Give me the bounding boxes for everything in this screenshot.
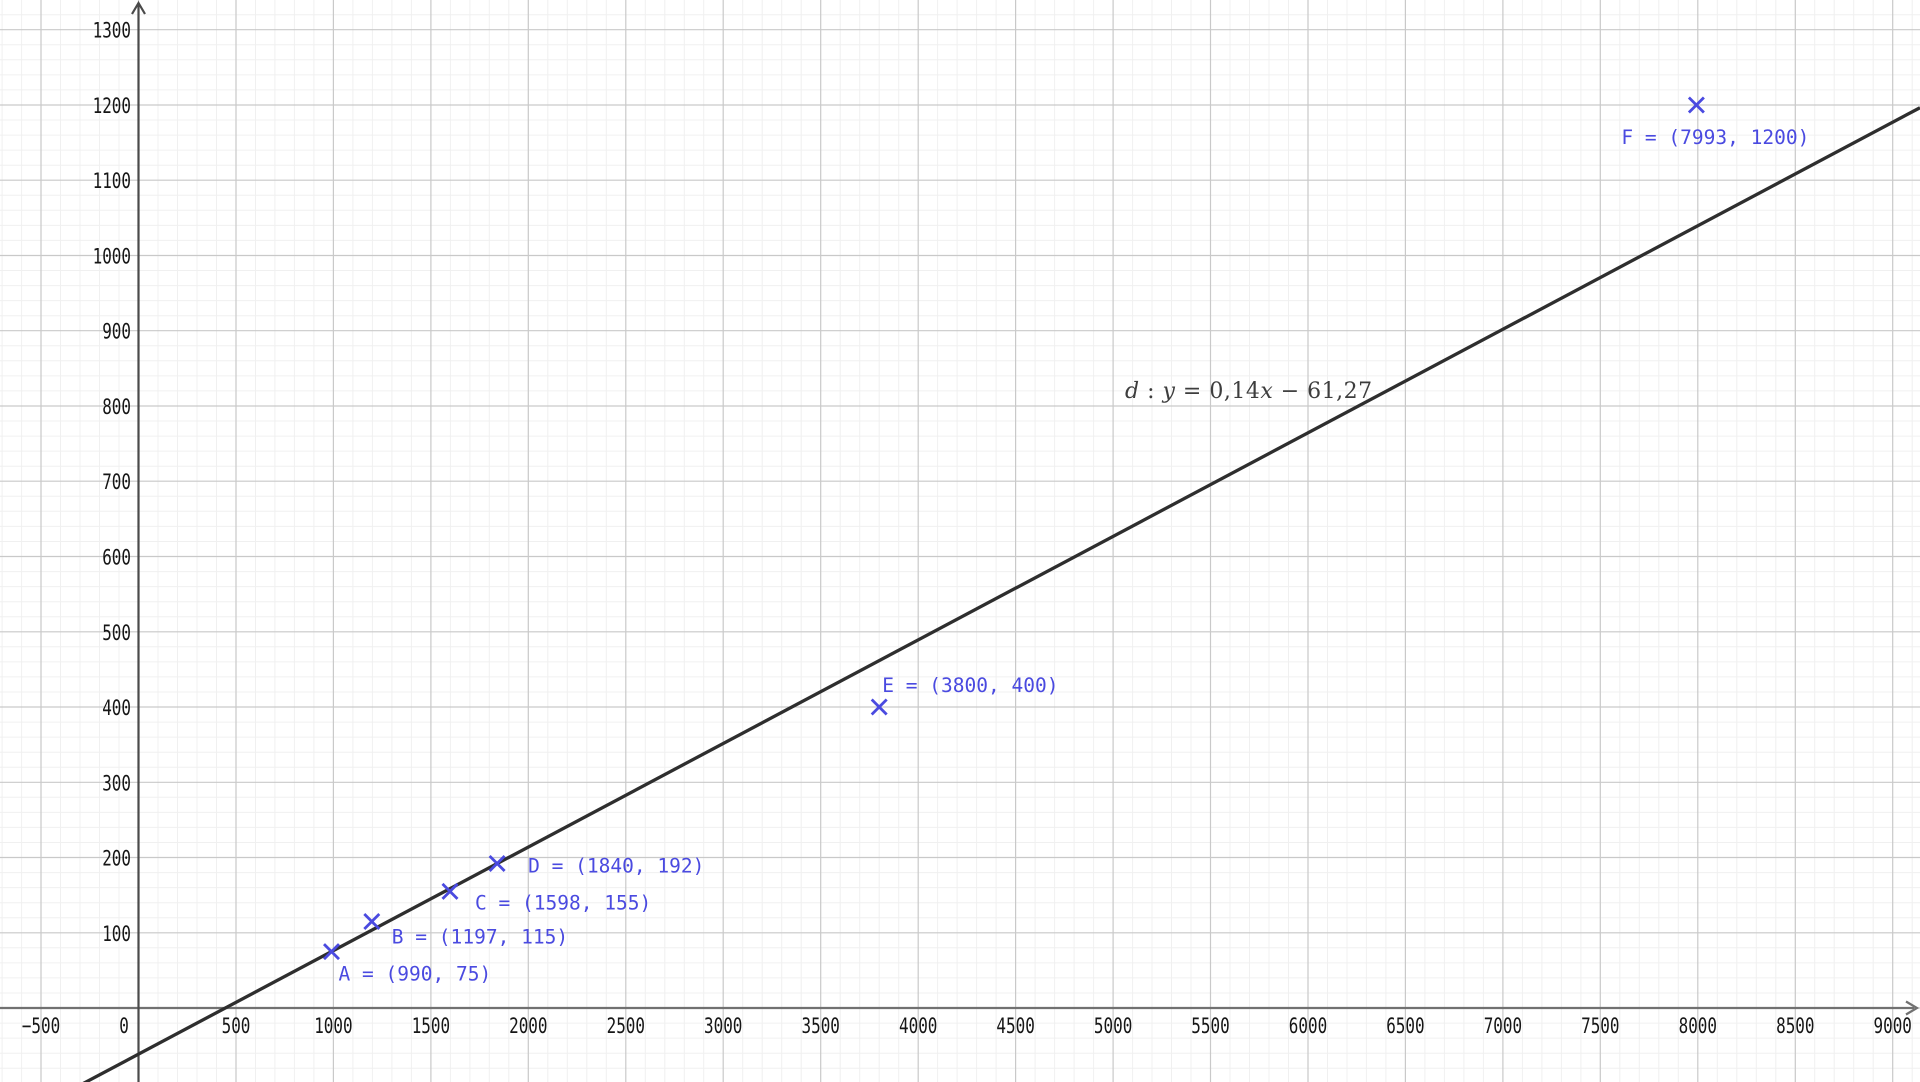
- y-axis-tick-label: 800: [102, 395, 131, 419]
- point-label-F[interactable]: F = (7993, 1200): [1621, 126, 1809, 149]
- x-axis: [0, 1000, 1920, 1016]
- x-axis-tick-label: 5000: [1094, 1014, 1132, 1038]
- x-axis-tick-label: 2000: [509, 1014, 547, 1038]
- x-axis-tick-label: 7000: [1484, 1014, 1522, 1038]
- x-axis-arrow-icon: [1905, 1000, 1920, 1016]
- y-axis-tick-label: 700: [102, 470, 131, 494]
- point-label-E[interactable]: E = (3800, 400): [882, 674, 1058, 697]
- y-axis-tick-label: 100: [102, 922, 131, 946]
- y-axis-tick-label: 1000: [93, 245, 131, 269]
- y-axis-tick-label: 500: [102, 621, 131, 645]
- line-equation-label[interactable]: d : y = 0,14x − 61,27: [1125, 379, 1373, 404]
- y-axis-tick-label: 900: [102, 320, 131, 344]
- point-A[interactable]: A = (990, 75): [323, 943, 492, 986]
- point-D[interactable]: D = (1840, 192): [488, 855, 705, 878]
- x-axis-tick-label: 5500: [1191, 1014, 1229, 1038]
- x-axis-tick-label: 0: [119, 1014, 129, 1038]
- x-axis-tick-label: 6500: [1386, 1014, 1424, 1038]
- x-axis-tick-label: 2500: [607, 1014, 645, 1038]
- y-axis-tick-label: 1300: [93, 19, 131, 43]
- x-axis-tick-label: 500: [222, 1014, 251, 1038]
- point-label-D[interactable]: D = (1840, 192): [528, 855, 704, 878]
- x-axis-tick-label: 4000: [899, 1014, 937, 1038]
- x-axis-tick-label: 6000: [1289, 1014, 1327, 1038]
- y-axis-arrow-icon: [131, 0, 146, 15]
- point-marker-A[interactable]: [323, 943, 340, 961]
- x-axis-tick-label: 8000: [1679, 1014, 1717, 1038]
- point-E[interactable]: E = (3800, 400): [870, 674, 1059, 716]
- y-axis-tick-label: 1200: [93, 94, 131, 118]
- point-C[interactable]: C = (1598, 155): [441, 882, 652, 915]
- point-B[interactable]: B = (1197, 115): [363, 913, 568, 949]
- x-axis-tick-label: 4500: [996, 1014, 1034, 1038]
- y-axis-tick-label: 400: [102, 696, 131, 720]
- x-axis-tick-label: 8500: [1776, 1014, 1814, 1038]
- trend-line-d[interactable]: [0, 106, 1920, 1082]
- y-axis-tick-label: 200: [102, 847, 131, 871]
- point-label-A[interactable]: A = (990, 75): [339, 963, 492, 986]
- x-axis-tick-label: 7500: [1581, 1014, 1619, 1038]
- axis-tick-labels: −500 0 500 1000 1500 2000 2500 3000 3500 4000 4500…: [22, 19, 1912, 1038]
- x-axis-tick-label: 3000: [704, 1014, 742, 1038]
- x-axis-tick-label: 3500: [802, 1014, 840, 1038]
- y-axis-tick-label: 1100: [93, 169, 131, 193]
- x-axis-tick-label: 9000: [1874, 1014, 1912, 1038]
- y-axis-tick-label: 600: [102, 546, 131, 570]
- point-marker-D[interactable]: [488, 855, 506, 872]
- point-marker-B[interactable]: [363, 913, 381, 930]
- point-label-C[interactable]: C = (1598, 155): [475, 891, 651, 914]
- point-marker-C[interactable]: [441, 882, 459, 900]
- point-F[interactable]: F = (7993, 1200): [1621, 96, 1809, 150]
- x-axis-tick-label: 1000: [314, 1014, 352, 1038]
- x-axis-tick-label: 1500: [412, 1014, 450, 1038]
- point-label-B[interactable]: B = (1197, 115): [392, 926, 568, 949]
- x-axis-tick-label: −500: [22, 1014, 60, 1038]
- point-marker-F[interactable]: [1687, 96, 1705, 114]
- y-axis: [131, 0, 146, 1082]
- y-axis-tick-label: 300: [102, 771, 131, 795]
- point-marker-E[interactable]: [870, 698, 888, 716]
